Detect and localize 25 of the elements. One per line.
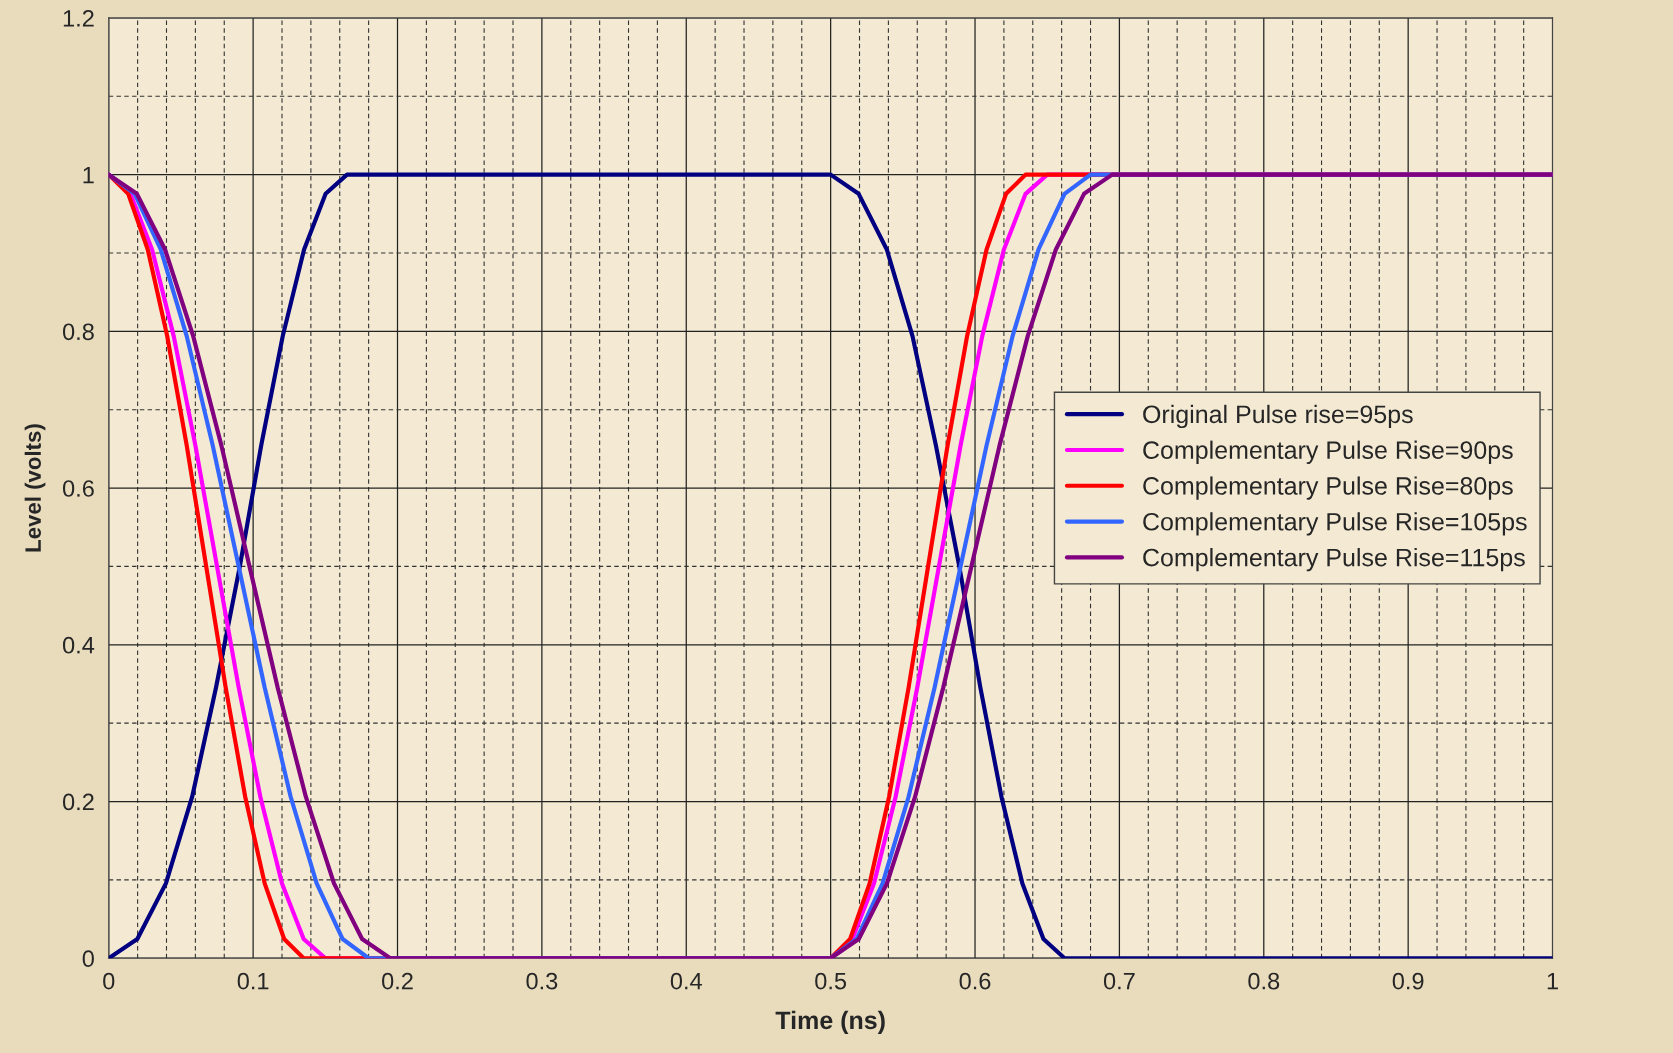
legend-label: Original Pulse rise=95ps	[1143, 404, 1413, 429]
legend-label: Complementary Pulse Rise=105ps	[1143, 512, 1527, 536]
legend-label: Complementary Pulse Rise=90ps	[1143, 440, 1513, 464]
y-tick-label: 0.8	[62, 323, 94, 341]
legend-label: Complementary Pulse Rise=115ps	[1143, 548, 1525, 572]
x-tick-label: 0.6	[959, 972, 991, 990]
legend-label: Complementary Pulse Rise=80ps	[1143, 476, 1513, 500]
x-tick-label: 0.4	[670, 972, 702, 990]
y-tick-label: 1	[83, 166, 94, 184]
x-tick-label: 0.7	[1103, 972, 1135, 990]
x-axis-title: Time (ns)	[775, 1010, 885, 1035]
x-tick-label: 0.2	[382, 972, 413, 990]
x-tick-label: 0.1	[237, 972, 269, 990]
x-tick-label: 0	[103, 972, 115, 990]
y-tick-label: 0.2	[62, 793, 94, 811]
x-tick-label: 0.9	[1392, 972, 1424, 990]
y-tick-label: 0	[82, 950, 94, 968]
x-tick-label: 1	[1547, 972, 1558, 990]
x-tick-label: 0.8	[1248, 972, 1280, 990]
y-axis-title: Level (volts)	[24, 424, 46, 552]
x-tick-label: 0.5	[815, 972, 847, 990]
y-tick-label: 0.6	[62, 480, 94, 497]
y-tick-label: 1.2	[63, 9, 94, 27]
y-tick-label: 0.4	[62, 636, 95, 654]
x-tick-label: 0.3	[526, 972, 558, 990]
